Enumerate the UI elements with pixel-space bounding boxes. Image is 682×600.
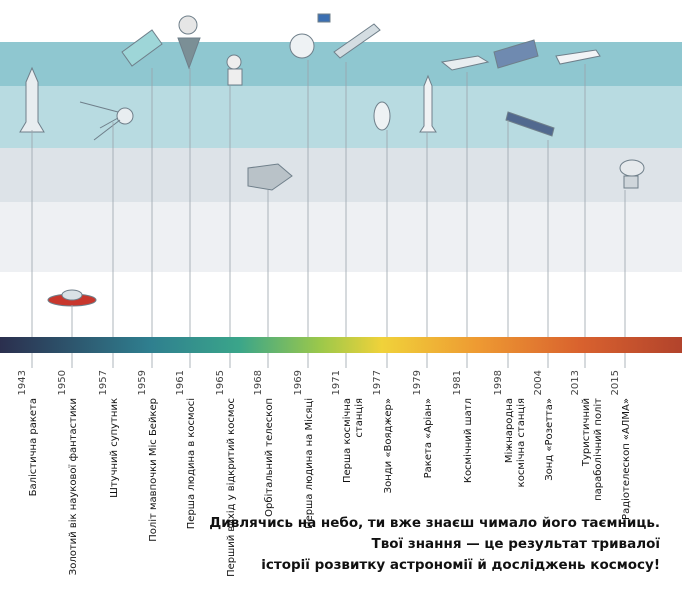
event-label: Космічний шатл — [462, 398, 474, 483]
event-label: Політ мавпочки Міс Бейкер — [147, 398, 159, 542]
event-year: 1961 — [175, 370, 186, 395]
event-label: Ракета «Аріан» — [422, 398, 434, 478]
event-label: станція — [353, 398, 365, 438]
event-year: 1959 — [137, 370, 148, 395]
event-year: 1950 — [57, 370, 68, 395]
event-label: Орбітальний телескоп — [263, 398, 275, 517]
event-label: Штучний супутник — [109, 398, 120, 498]
event-label: Перший вихід у відкритий космос — [225, 398, 237, 577]
event-year: 1977 — [372, 370, 383, 395]
event-label: Балістична ракета — [27, 398, 39, 496]
event-label: Міжнародна — [503, 398, 515, 463]
event-year: 1968 — [253, 370, 264, 395]
event-label: Зонди «Вояджер» — [383, 398, 394, 493]
band — [0, 148, 682, 202]
event-year: 1965 — [215, 370, 226, 395]
event-year: 2004 — [533, 370, 544, 395]
event-label: Перша людина в космосі — [185, 398, 197, 529]
footer-line: історії розвитку астрономії й досліджень… — [261, 557, 660, 573]
event-year: 1981 — [452, 370, 463, 395]
footer: Дивлячись на небо, ти вже знаєш чимало й… — [209, 515, 660, 573]
event-year: 2015 — [610, 370, 621, 395]
event-label: космічна станція — [515, 398, 527, 487]
event-label: параболічний політ — [592, 398, 604, 501]
event-year: 1979 — [412, 370, 423, 395]
event-label: Туристичний — [581, 398, 592, 467]
footer-line: Твої знання — це результат тривалої — [372, 536, 661, 552]
event-year: 1957 — [98, 370, 109, 395]
event-label: Перша космічна — [341, 398, 353, 483]
event-year: 2013 — [570, 370, 581, 395]
event-year: 1943 — [17, 370, 28, 395]
event-label: Золотий вік наукової фантастики — [67, 398, 79, 575]
event-label: Перша людина на Місяці — [303, 398, 315, 529]
event-label: Зонд «Розетта» — [544, 398, 555, 481]
event-label: Радіотелескоп «АЛМА» — [620, 398, 632, 520]
event-year: 1998 — [493, 370, 504, 395]
band — [0, 86, 682, 148]
timeline: 1943 Балістична ракета 1950 Золотий вік нау… — [17, 60, 632, 577]
event-year: 1969 — [293, 370, 304, 395]
event-year: 1971 — [331, 370, 342, 395]
color-bar — [0, 337, 682, 353]
footer-line: Дивлячись на небо, ти вже знаєш чимало й… — [209, 515, 660, 531]
band — [0, 202, 682, 272]
